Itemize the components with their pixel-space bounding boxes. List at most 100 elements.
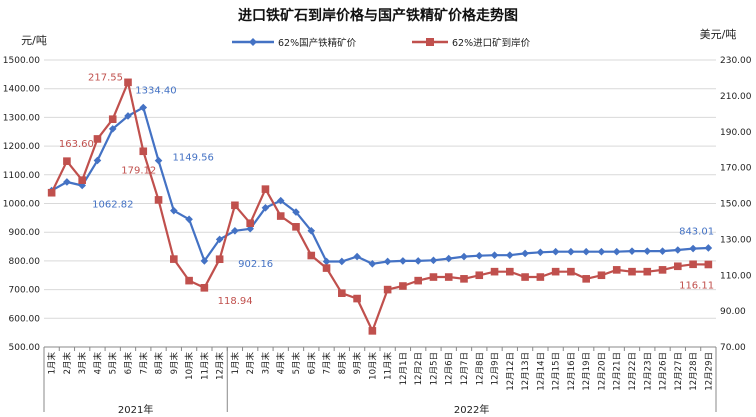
data-point-domestic [322,257,331,266]
data-label: 118.94 [218,296,253,307]
x-tick-label: 12月23日 [643,352,653,391]
legend-label-domestic: 62%国产铁精矿价 [278,37,357,49]
data-point-import [567,267,575,276]
x-tick-label: 5月末 [291,352,302,375]
data-point-domestic [353,252,361,261]
data-point-import [47,188,56,197]
data-point-import [689,260,697,269]
x-tick-label: 11月末 [383,352,394,380]
data-point-domestic [597,247,606,256]
left-tick-label: 1200.00 [3,142,40,152]
right-tick-label: 230.00 [720,56,752,66]
data-point-domestic [506,251,514,259]
data-point-domestic [93,156,102,165]
data-point-domestic [567,247,575,256]
right-axis-ticks: 70.00 90.00 110.00 130.00 150.00 170.00 190.00… [720,56,752,353]
x-tick-label: 12月8日 [475,352,485,385]
legend-label-import: 62%进口矿到岸价 [452,37,531,49]
data-point-import [628,267,636,276]
data-label: 217.55 [88,72,123,83]
data-point-import [246,219,254,228]
data-point-import [536,273,545,281]
data-label: 843.01 [679,227,714,238]
data-point-import [322,264,331,272]
data-point-domestic [612,247,621,256]
data-point-import [170,255,178,263]
data-point-domestic [200,257,209,265]
x-tick-label: 12月13日 [521,352,531,391]
data-point-domestic [338,257,346,266]
data-point-import [139,147,148,156]
data-point-import [93,135,102,143]
left-tick-label: 500.00 [9,343,41,353]
data-point-domestic [383,257,392,266]
data-point-domestic [292,208,300,216]
data-point-import [444,273,453,281]
data-point-domestic [689,244,697,253]
data-point-import [490,267,499,276]
data-point-import [292,223,300,231]
data-point-domestic [246,224,254,233]
data-point-import [215,255,224,264]
data-point-domestic [307,226,316,235]
x-tick-label: 12月6日 [445,352,455,385]
left-axis-unit: 元/吨 [21,34,47,47]
left-tick-label: 1300.00 [3,113,40,123]
data-point-import [231,201,239,210]
x-tick-label: 3月末 [77,352,88,375]
data-point-domestic [429,256,438,265]
data-label: 902.16 [238,259,273,270]
data-point-import [612,266,621,274]
x-tick-label: 10月末 [367,352,378,380]
right-tick-label: 210.00 [720,92,752,102]
right-axis-unit: 美元/吨 [700,28,737,41]
data-point-import [582,275,590,283]
left-tick-label: 1100.00 [3,171,40,181]
legend-item-domestic: 62%国产铁精矿价 [232,37,357,49]
x-tick-label: 12月15日 [552,352,562,391]
left-tick-label: 1000.00 [3,200,40,210]
data-point-import [353,294,361,303]
x-tick-label: 7月末 [322,352,333,375]
data-point-domestic [704,244,713,252]
data-point-domestic [108,125,117,133]
data-point-domestic [444,254,453,263]
left-tick-label: 800.00 [9,257,41,267]
x-tick-label: 12月28日 [689,352,699,391]
data-point-domestic [536,248,545,257]
data-label: 1334.40 [135,86,176,97]
x-tick-label: 8月末 [154,352,165,375]
x-tick-label: 7月末 [138,352,149,375]
legend-marker-domestic [249,38,257,46]
right-tick-label: 110.00 [720,271,752,281]
right-tick-label: 150.00 [720,200,752,210]
data-point-import [460,275,468,283]
x-tick-label: 12月19日 [582,352,592,391]
data-label: 1062.82 [92,199,133,210]
x-axis: 1月末 2月末 3月末 4月末 5月末 6月末 7月末 8月末 9月末 10月末 11月末 12月末 1… [43,346,717,416]
x-tick-label: 9月末 [169,352,180,375]
data-point-domestic [674,246,682,254]
x-tick-label: 12月16日 [567,352,577,391]
data-point-domestic [124,112,132,120]
data-point-import [475,271,484,280]
x-tick-label: 12月29日 [704,352,714,391]
data-point-import [399,282,407,290]
data-point-domestic [414,257,422,265]
data-point-domestic [170,206,178,215]
x-tick-label: 12月14日 [536,352,546,391]
data-point-import [338,289,346,297]
data-point-domestic [215,235,224,244]
x-tick-label: 12月5日 [429,352,439,385]
left-tick-label: 700.00 [9,286,41,296]
left-axis-ticks: 500.00 600.00 700.00 800.00 900.00 1000.00 110… [3,56,40,353]
data-point-domestic [154,156,163,165]
data-point-domestic [490,251,499,259]
data-point-import [551,267,560,276]
data-point-import [383,285,392,294]
year-label: 2021年 [118,403,153,416]
data-point-import [597,271,606,280]
data-point-import [108,115,117,123]
data-point-import [414,276,422,285]
x-tick-label: 12月1日 [399,352,409,385]
